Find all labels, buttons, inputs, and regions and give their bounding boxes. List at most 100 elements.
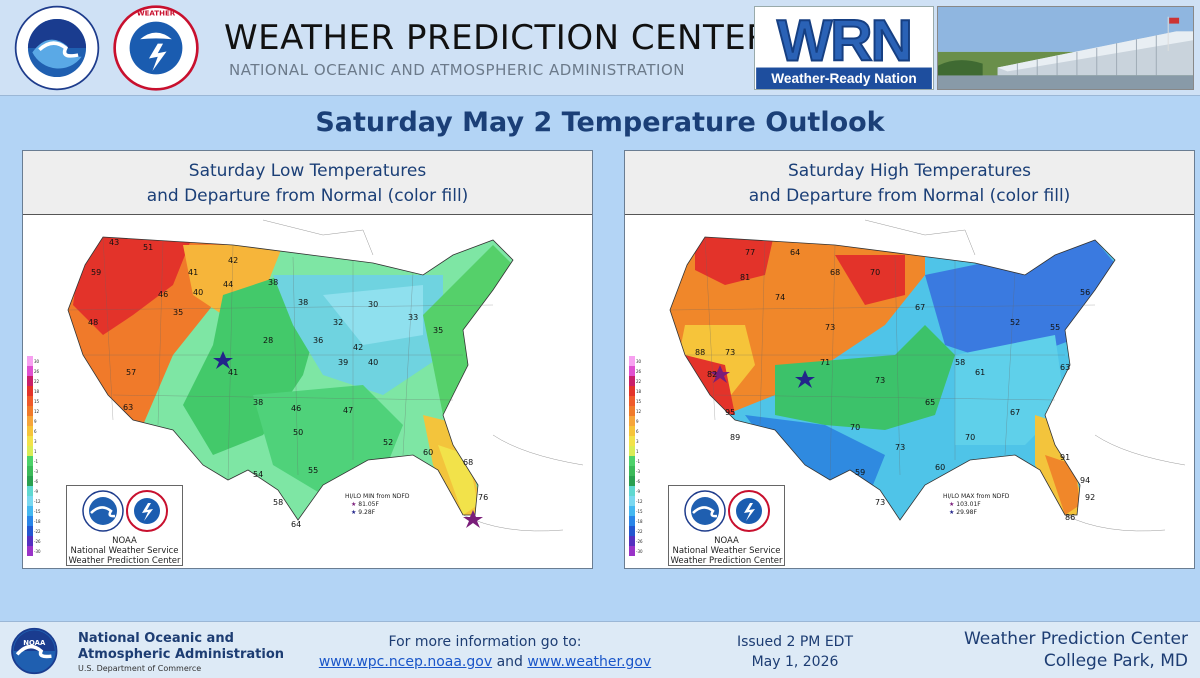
outlook-title: Saturday May 2 Temperature Outlook: [315, 107, 885, 138]
svg-text:WEATHER: WEATHER: [137, 8, 176, 17]
city-value: 38: [268, 278, 278, 287]
weather-gov-link[interactable]: www.weather.gov: [527, 654, 652, 670]
scale-label: -3: [636, 469, 640, 474]
scale-label: -9: [34, 489, 38, 494]
scale-label: 18: [34, 389, 40, 394]
color-scale-bar: 30 26 22 18 15 12 9 6 3 1 -1 -3 -6 -9 -12 -15 -18 -22 -26 -…: [27, 356, 41, 556]
city-value: 41: [188, 268, 198, 277]
ncwcp-building-photo: [937, 6, 1194, 90]
city-value: 41: [228, 368, 238, 377]
wrn-logo: WRN Weather-Ready Nation: [754, 6, 934, 90]
city-value: 35: [173, 308, 183, 317]
city-value: 46: [291, 404, 301, 413]
panel-title-line2: and Departure from Normal (color fill): [146, 186, 469, 206]
city-value: 40: [368, 358, 378, 367]
city-value: 47: [343, 406, 353, 415]
city-value: 91: [1060, 453, 1070, 462]
scale-label: 12: [636, 409, 642, 414]
scale-label: -22: [34, 529, 41, 534]
panel-title-line2: and Departure from Normal (color fill): [748, 186, 1071, 206]
wpc-block: Weather Prediction Center College Park, …: [900, 628, 1188, 672]
scale-label: 30: [636, 359, 642, 364]
scale-label: -1: [636, 459, 640, 464]
city-value: 59: [855, 468, 865, 477]
city-value: 68: [830, 268, 840, 277]
scale-label: 1: [34, 449, 37, 454]
scale-label: -3: [34, 469, 38, 474]
city-value: 38: [298, 298, 308, 307]
panel-title: Saturday Low Temperatures and Departure …: [23, 151, 592, 215]
org-line1: National Oceanic and: [78, 631, 234, 646]
city-value: 28: [263, 336, 273, 345]
city-value: 30: [368, 300, 378, 309]
page-title: WEATHER PREDICTION CENTER: [224, 18, 771, 58]
noaa-logo: [14, 5, 100, 91]
city-value: 60: [935, 463, 945, 472]
scale-label: -9: [636, 489, 640, 494]
city-value: 94: [1080, 476, 1090, 485]
wpc-name: Weather Prediction Center: [963, 629, 1188, 649]
scale-label: 26: [34, 369, 40, 374]
footer: NOAA National Oceanic and Atmospheric Ad…: [0, 621, 1200, 678]
city-value: 56: [1080, 288, 1090, 297]
page-subtitle: NATIONAL OCEANIC AND ATMOSPHERIC ADMINIS…: [229, 61, 685, 79]
city-value: 57: [126, 368, 136, 377]
logo-line2: National Weather Service: [70, 546, 179, 556]
scale-label: -26: [636, 539, 643, 544]
footer-logo-text: NOAA: [23, 639, 46, 647]
city-value: 55: [1050, 323, 1060, 332]
city-value: 61: [975, 368, 985, 377]
issued-time: Issued 2 PM EDT: [736, 634, 854, 650]
city-value: 67: [915, 303, 925, 312]
scale-label: -30: [636, 549, 643, 554]
city-value: 67: [1010, 408, 1020, 417]
city-value: 65: [925, 398, 935, 407]
min-legend: HI/LO MIN from NDFD ★ 81.05F ★ 9.28F: [345, 493, 409, 517]
nws-logo-box: NOAA National Weather Service Weather Pr…: [668, 485, 785, 566]
scale-label: -18: [34, 519, 41, 524]
city-value: 73: [725, 348, 735, 357]
city-value: 71: [820, 358, 830, 367]
logo-line3: Weather Prediction Center: [670, 556, 783, 566]
color-scale-bar: 30 26 22 18 15 12 9 6 3 1 -1 -3 -6 -9 -12 -15 -18 -22 -26 -…: [629, 356, 643, 556]
scale-label: 26: [636, 369, 642, 374]
scale-label: 15: [636, 399, 642, 404]
city-value: 92: [1085, 493, 1095, 502]
logo-row: [67, 489, 182, 533]
legend-title: HI/LO MIN from NDFD: [345, 493, 410, 500]
city-value: 39: [338, 358, 348, 367]
city-value: 46: [158, 290, 168, 299]
scale-label: -6: [34, 479, 38, 484]
scale-label: -30: [34, 549, 41, 554]
city-value: 70: [965, 433, 975, 442]
scale-label: 9: [34, 419, 37, 424]
scale-label: 15: [34, 399, 40, 404]
city-value: 43: [109, 238, 119, 247]
city-value: 55: [308, 466, 318, 475]
city-value: 74: [775, 293, 785, 302]
legend-lo: 9.28F: [358, 509, 376, 516]
scale-label: -26: [34, 539, 41, 544]
scale-label: 30: [34, 359, 40, 364]
nws-logo: WEATHER: [113, 5, 199, 91]
logo-line2: National Weather Service: [672, 546, 781, 556]
scale-label: 18: [636, 389, 642, 394]
logos-icon: [81, 490, 168, 532]
city-value: 60: [423, 448, 433, 457]
city-value: 44: [223, 280, 233, 289]
panel-title-line1: Saturday Low Temperatures: [188, 161, 427, 181]
legend-lo-row: ★ 29.98F: [943, 509, 1009, 517]
city-value: 58: [273, 498, 283, 507]
legend-title: HI/LO MAX from NDFD: [943, 493, 1010, 500]
logos-icon: [683, 490, 770, 532]
city-value: 33: [408, 313, 418, 322]
wpc-link[interactable]: www.wpc.ncep.noaa.gov: [318, 654, 493, 670]
city-value: 36: [313, 336, 323, 345]
star-icon: ★: [351, 501, 359, 508]
legend-lo-row: ★ 9.28F: [345, 509, 409, 517]
star-icon: ★: [351, 509, 359, 516]
scale-label: 3: [34, 439, 37, 444]
info-line: For more information go to:: [388, 634, 582, 650]
city-value: 54: [253, 470, 263, 479]
info-block: For more information go to: www.wpc.ncep…: [300, 632, 670, 672]
